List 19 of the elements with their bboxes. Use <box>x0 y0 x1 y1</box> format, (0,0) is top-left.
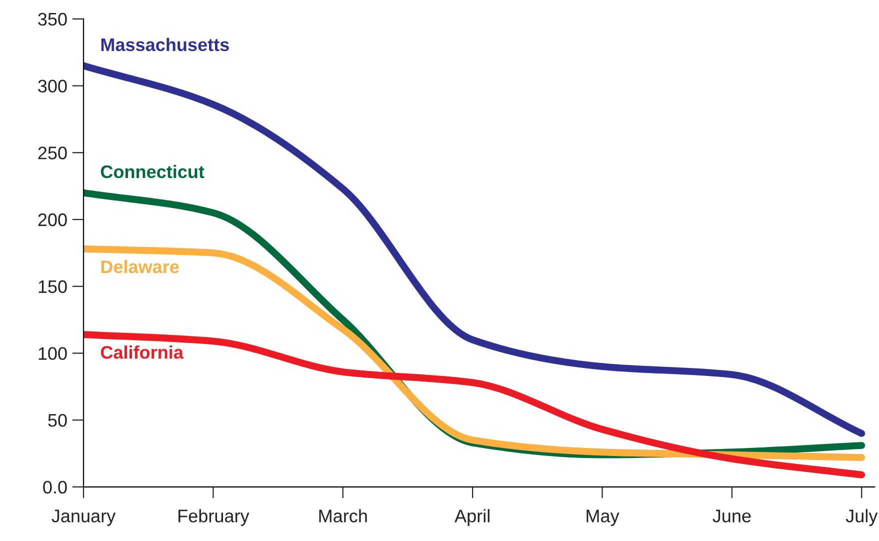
x-tick-label: February <box>178 509 250 526</box>
series-label: Delaware <box>101 260 179 274</box>
y-tick-label: 0.0 <box>43 480 67 494</box>
series-label: Massachusetts <box>101 38 229 52</box>
y-tick-label: 150 <box>38 280 67 294</box>
x-tick-label: March <box>319 509 367 522</box>
series-label: Connecticut <box>100 164 204 178</box>
series-label: California <box>100 346 184 359</box>
x-tick-label: July <box>846 509 878 526</box>
y-tick-label: 300 <box>38 80 67 93</box>
y-tick-label: 200 <box>38 213 67 226</box>
x-tick-label: May <box>586 510 620 526</box>
y-tick-label: 350 <box>38 12 67 26</box>
y-tick-label: 250 <box>38 146 67 160</box>
x-tick-label: April <box>454 509 490 526</box>
x-tick-label: January <box>52 510 116 526</box>
x-tick-label: June <box>712 510 751 522</box>
y-tick-label: 50 <box>48 414 67 427</box>
y-tick-label: 100 <box>38 347 67 360</box>
